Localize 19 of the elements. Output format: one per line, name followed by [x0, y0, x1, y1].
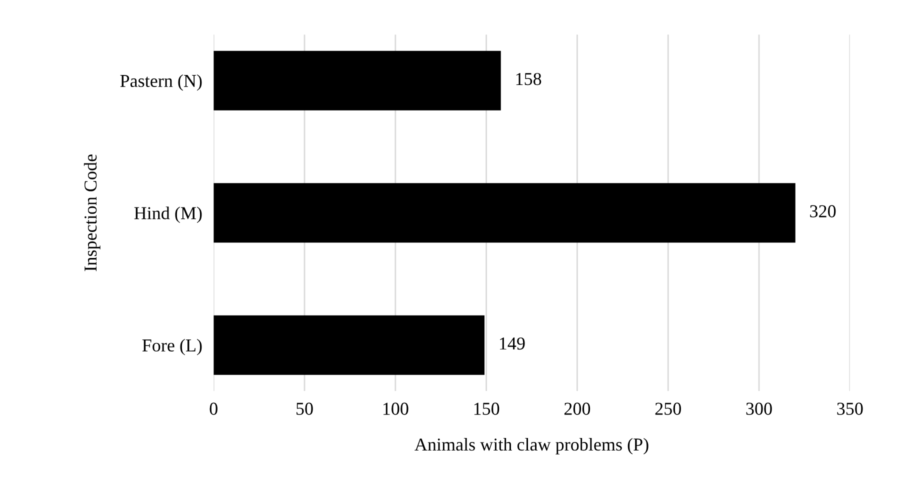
data-label: 320 — [810, 205, 836, 218]
x-tick-label: 300 — [746, 402, 772, 415]
x-tick-label: 200 — [564, 402, 590, 415]
x-tick-label: 50 — [296, 402, 313, 415]
y-tick-label: Hind (M) — [134, 206, 202, 223]
y-tick-label: Pastern (N) — [120, 74, 202, 91]
x-tick-label: 250 — [655, 402, 681, 415]
bar — [214, 183, 796, 243]
bar — [214, 50, 501, 110]
x-tick-label: 100 — [383, 402, 408, 415]
x-tick-label: 350 — [837, 402, 863, 415]
x-tick-label: 150 — [474, 402, 500, 415]
data-label: 149 — [500, 337, 525, 350]
data-label: 158 — [516, 72, 542, 86]
y-tick-label: Fore (L) — [142, 338, 202, 356]
x-axis-title: Animals with claw problems (P) — [414, 438, 648, 454]
y-axis-title: Inspection Code — [84, 154, 100, 272]
bar — [214, 315, 484, 375]
x-tick-label: 0 — [210, 402, 218, 415]
